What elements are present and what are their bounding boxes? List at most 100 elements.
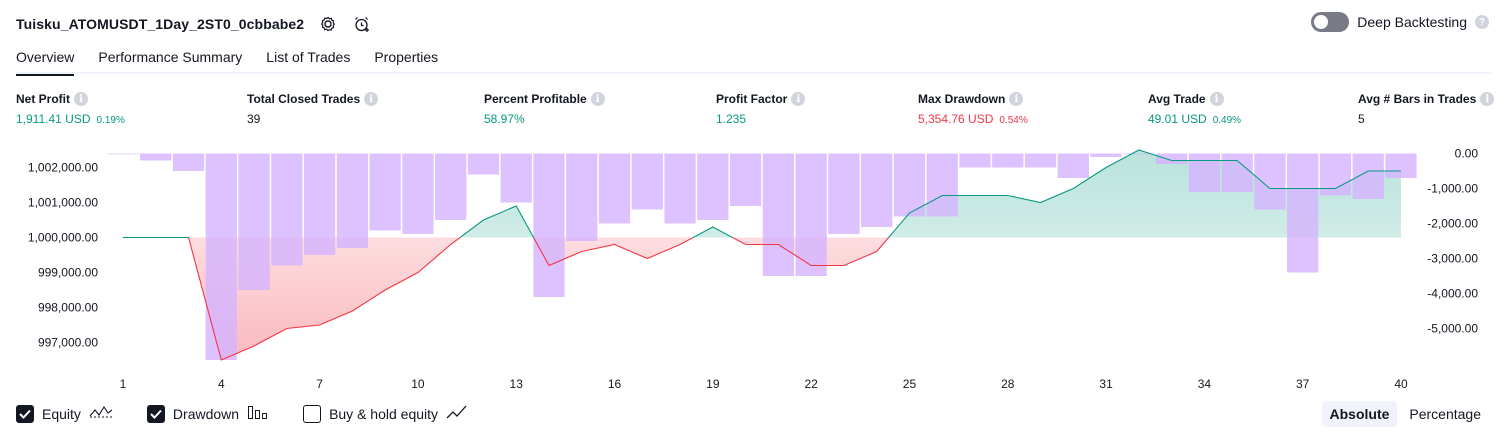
x-tick-label: 16 — [608, 377, 622, 391]
drawdown-bar — [238, 153, 270, 290]
drawdown-bar — [1319, 153, 1352, 196]
metric-profit-factor: Profit Factor i 1.235 — [716, 92, 806, 126]
equity-line-icon — [89, 404, 113, 423]
metric-net-profit: Net Profit i 1,911.41 USD 0.19% — [16, 92, 125, 126]
drawdown-bar — [303, 153, 336, 255]
drawdown-bar — [271, 153, 303, 266]
drawdown-bar — [926, 153, 958, 217]
x-tick-label: 34 — [1198, 377, 1212, 391]
x-tick-label: 22 — [804, 377, 818, 391]
absolute-button[interactable]: Absolute — [1321, 401, 1398, 427]
info-icon[interactable]: i — [791, 92, 806, 106]
drawdown-bar — [172, 153, 205, 171]
drawdown-bar — [598, 153, 631, 224]
drawdown-bar — [1123, 153, 1155, 155]
y-right-tick-label: -5,000.00 — [1427, 322, 1478, 336]
legend-buy-hold[interactable]: Buy & hold equity — [303, 404, 470, 423]
x-tick-label: 1 — [120, 377, 127, 391]
equity-line-negative — [123, 237, 890, 361]
info-icon[interactable]: i — [590, 92, 605, 106]
tab-properties[interactable]: Properties — [374, 49, 439, 65]
drawdown-bar — [861, 153, 893, 227]
trend-line-icon — [446, 404, 470, 423]
metric-label: Avg # Bars in Trades — [1358, 92, 1477, 106]
metric-value: 49.01 USD — [1148, 112, 1207, 126]
drawdown-bar — [1024, 153, 1057, 168]
drawdown-bar — [959, 153, 991, 168]
x-tick-label: 37 — [1296, 377, 1310, 391]
gear-icon[interactable] — [318, 14, 338, 34]
equity-checkbox[interactable] — [16, 404, 34, 423]
metric-value: 39 — [247, 112, 261, 126]
drawdown-bar — [664, 153, 696, 224]
x-tick-label: 31 — [1099, 377, 1113, 391]
chart-legend: Equity Drawdown Buy & hold equity — [16, 404, 470, 423]
drawdown-bar — [205, 153, 237, 360]
buy-hold-checkbox[interactable] — [303, 404, 322, 423]
x-tick-label: 13 — [510, 377, 524, 391]
y-right-tick-label: -2,000.00 — [1427, 217, 1478, 231]
drawdown-bar — [1287, 153, 1319, 273]
y-left-tick-label: 1,002,000.00 — [28, 161, 98, 175]
add-alarm-icon[interactable] — [352, 14, 372, 34]
metric-label: Net Profit — [16, 92, 70, 106]
percentage-button[interactable]: Percentage — [1409, 406, 1481, 422]
deep-backtesting-label: Deep Backtesting — [1357, 14, 1467, 30]
drawdown-bar — [893, 153, 926, 217]
drawdown-bar — [697, 153, 729, 220]
tab-bar: Overview Performance Summary List of Tra… — [16, 44, 1491, 76]
drawdown-bar — [140, 153, 172, 161]
legend-equity[interactable]: Equity — [16, 404, 113, 423]
metric-label: Avg Trade — [1148, 92, 1206, 106]
metric-avg-bars-in-trades: Avg # Bars in Trades i 5 — [1358, 92, 1495, 126]
x-tick-label: 25 — [903, 377, 917, 391]
metric-value: 5 — [1358, 112, 1365, 126]
metric-value: 58.97% — [484, 112, 525, 126]
metric-value: 1.235 — [716, 112, 747, 126]
metric-percent: 0.54% — [999, 115, 1028, 126]
y-left-tick-label: 997,000.00 — [38, 336, 98, 350]
y-left-tick-label: 999,000.00 — [38, 266, 98, 280]
y-left-tick-label: 998,000.00 — [38, 301, 98, 315]
deep-backtesting-toggle[interactable] — [1311, 12, 1350, 32]
drawdown-bar — [1254, 153, 1286, 210]
x-tick-label: 28 — [1001, 377, 1015, 391]
tab-overview[interactable]: Overview — [16, 44, 75, 76]
equity-line-positive — [123, 149, 1401, 238]
drawdown-bar — [828, 153, 860, 234]
drawdown-bar — [1155, 153, 1188, 164]
drawdown-bar — [107, 153, 139, 155]
y-right-tick-label: -1,000.00 — [1427, 182, 1478, 196]
equity-profit-area — [123, 150, 1401, 238]
drawdown-bar — [467, 153, 500, 175]
info-icon[interactable]: i — [1480, 92, 1495, 106]
metric-value: 1,911.41 USD — [16, 112, 91, 126]
help-icon[interactable]: ? — [1475, 15, 1489, 29]
legend-drawdown[interactable]: Drawdown — [146, 404, 269, 423]
metric-percent: 0.49% — [1212, 115, 1242, 126]
info-icon[interactable]: i — [1209, 92, 1224, 106]
drawdown-checkbox[interactable] — [146, 404, 165, 423]
metric-label: Percent Profitable — [484, 92, 587, 106]
equity-drawdown-chart[interactable]: 1,002,000.00 1,001,000.00 1,000,000.00 999,… — [0, 138, 1507, 398]
x-tick-label: 19 — [706, 377, 720, 391]
drawdown-bar — [1221, 153, 1253, 192]
drawdown-bar — [1385, 153, 1417, 178]
tab-list-of-trades[interactable]: List of Trades — [266, 49, 351, 65]
tab-performance-summary[interactable]: Performance Summary — [98, 49, 243, 65]
drawdown-bar — [992, 153, 1024, 168]
drawdown-bar — [435, 153, 467, 220]
deep-backtesting: Deep Backtesting ? — [1311, 12, 1489, 32]
drawdown-bar — [795, 153, 827, 276]
drawdown-bar — [1090, 153, 1122, 157]
strategy-name: Tuisku_ATOMUSDT_1Day_2ST0_0cbbabe2 — [16, 16, 305, 32]
info-icon[interactable]: i — [74, 92, 88, 106]
info-icon[interactable]: i — [364, 92, 379, 106]
drawdown-bar — [566, 153, 598, 241]
metrics-row: Net Profit i 1,911.41 USD 0.19% Total Clos… — [0, 92, 1507, 132]
drawdown-bar — [402, 153, 434, 234]
value-mode-switch: Absolute Percentage — [1321, 401, 1490, 427]
drawdown-bar — [500, 153, 532, 203]
metric-label: Total Closed Trades — [247, 92, 361, 106]
info-icon[interactable]: i — [1009, 92, 1024, 106]
